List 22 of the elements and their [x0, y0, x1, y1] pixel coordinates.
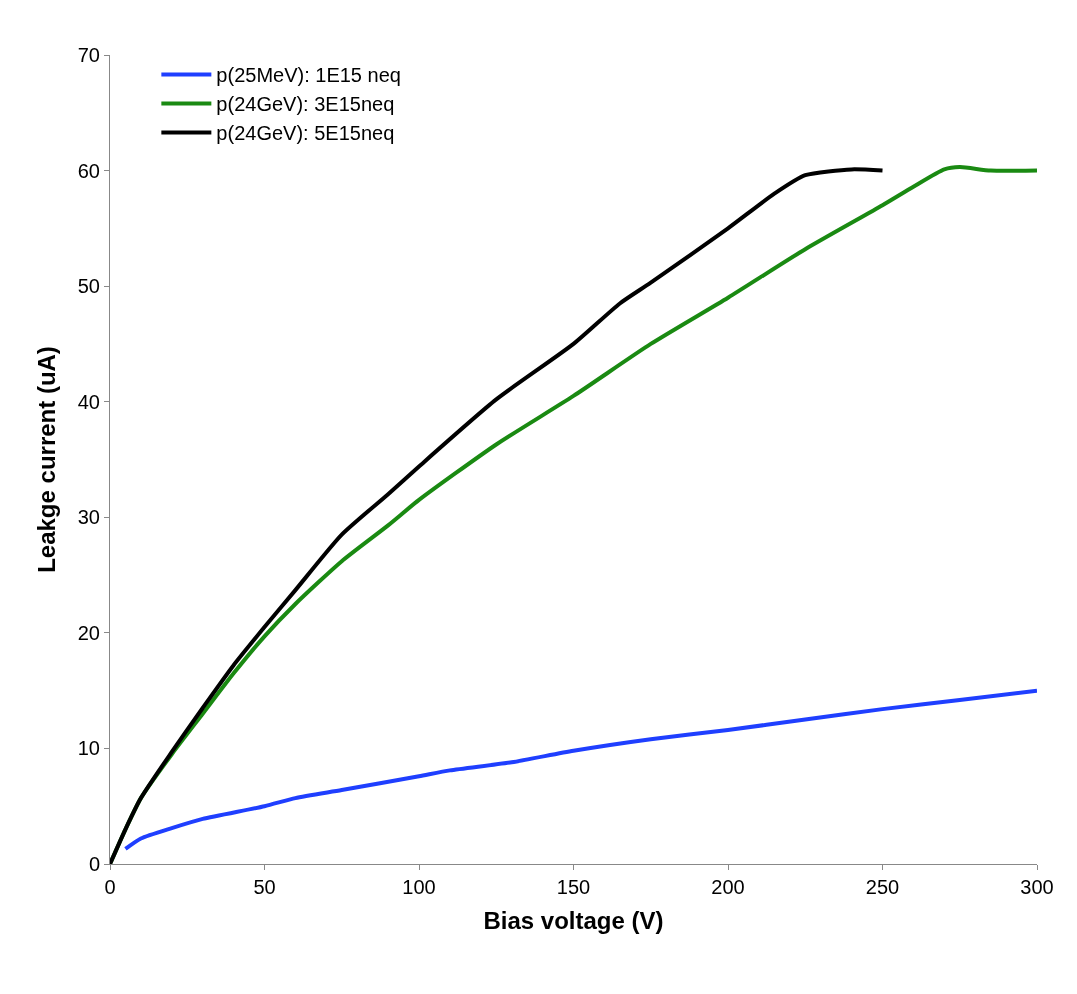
legend-label: p(24GeV): 5E15neq	[216, 122, 395, 145]
y-tick-label: 20	[77, 621, 100, 644]
y-tick-label: 30	[77, 506, 100, 529]
line-series	[110, 167, 885, 864]
x-tick-label: 100	[402, 876, 436, 898]
x-tick-label: 300	[1020, 876, 1054, 898]
legend-label: p(25MeV): 1E15 neq	[216, 64, 401, 87]
y-tick-label: 10	[77, 737, 100, 760]
y-tick-label: 50	[77, 275, 100, 298]
legend-label: p(24GeV): 3E15neq	[216, 93, 395, 116]
x-tick-label: 200	[711, 876, 745, 898]
y-axis-title: Leakge current (uA)	[32, 346, 60, 573]
y-tick-label: 40	[77, 390, 100, 413]
y-tick-label: 70	[77, 44, 100, 66]
x-tick-label: 150	[556, 876, 591, 898]
line-series	[123, 688, 1037, 851]
x-tick-label: 250	[865, 876, 900, 898]
y-tick-label: 0	[88, 853, 100, 875]
x-tick-label: 0	[104, 876, 116, 898]
x-tick-label: 50	[253, 876, 276, 898]
x-axis-title: Bias voltage (V)	[483, 907, 664, 935]
y-tick-label: 60	[77, 159, 100, 182]
